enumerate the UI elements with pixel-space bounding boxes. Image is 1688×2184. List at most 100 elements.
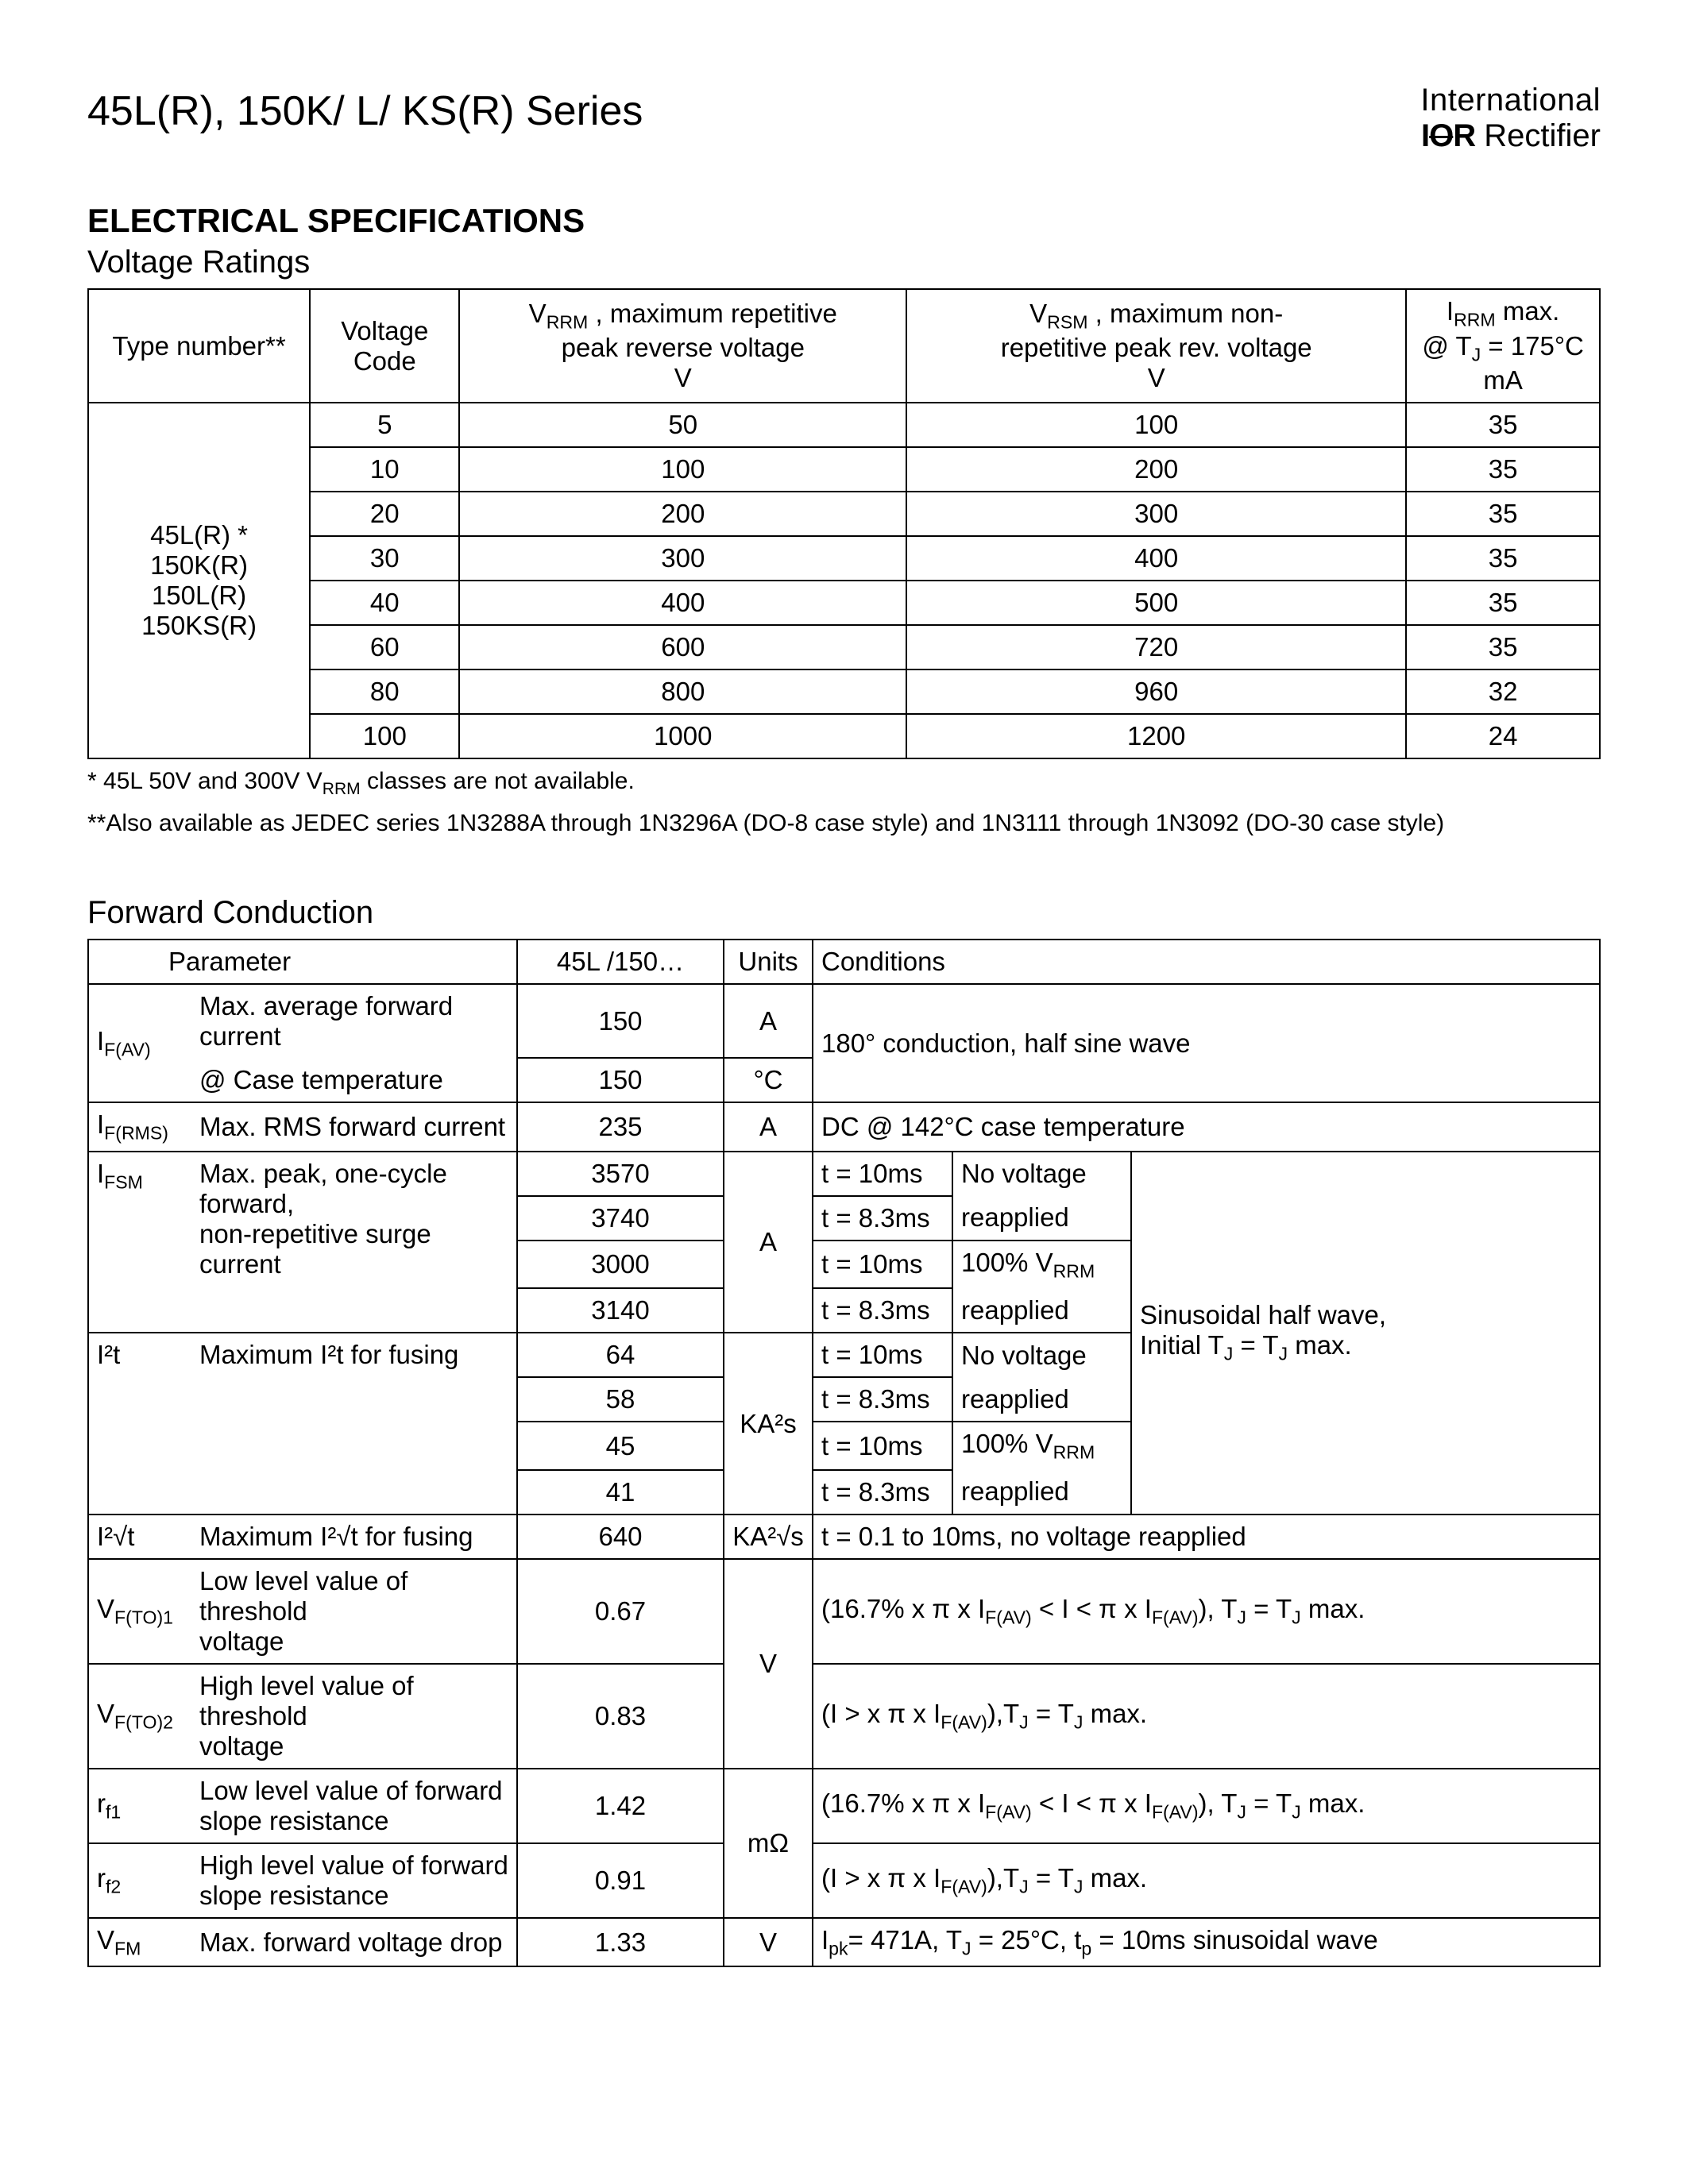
cond: t = 10ms (813, 1333, 952, 1377)
sym-vfto1: VF(TO)1 (88, 1559, 191, 1664)
cell: 1.33 (517, 1918, 724, 1967)
sym-ifav: IF(AV) (88, 984, 191, 1102)
cond-side: Sinusoidal half wave, Initial TJ = TJ ma… (1131, 1152, 1600, 1515)
cell: 64 (517, 1333, 724, 1377)
cell: 58 (517, 1377, 724, 1422)
table-row: 80 800 960 32 (88, 669, 1600, 714)
cell: mΩ (724, 1769, 813, 1918)
cell: 960 (906, 669, 1406, 714)
sym-vfto2: VF(TO)2 (88, 1664, 191, 1769)
cond: reapplied (952, 1196, 1131, 1241)
par: @ Case temperature (191, 1058, 517, 1102)
col-type: Type number** (88, 289, 310, 403)
cell: 35 (1406, 403, 1600, 447)
cell: V (724, 1559, 813, 1769)
table-row: 100 1000 1200 24 (88, 714, 1600, 758)
cell: 800 (459, 669, 906, 714)
cell: A (724, 984, 813, 1058)
table-row: IFSM Max. peak, one-cycle forward,non-re… (88, 1152, 1600, 1196)
cond: Ipk= 471A, TJ = 25°C, tp = 10ms sinusoid… (813, 1918, 1600, 1967)
cell: 200 (906, 447, 1406, 492)
cond: (16.7% x π x IF(AV) < I < π x IF(AV)), T… (813, 1769, 1600, 1843)
cell: 45 (517, 1422, 724, 1470)
cell: 35 (1406, 492, 1600, 536)
subsection-voltage-ratings: Voltage Ratings (87, 245, 1601, 280)
table-header-row: Type number** Voltage Code VRRM , maximu… (88, 289, 1600, 403)
cond: t = 8.3ms (813, 1470, 952, 1515)
type-number-cell: 45L(R) * 150K(R) 150L(R) 150KS(R) (88, 403, 310, 758)
sym-i2rt: I²√t (88, 1515, 191, 1559)
sym-i2t: I²t (88, 1333, 191, 1515)
cell: 5 (310, 403, 459, 447)
cond: 100% VRRM (952, 1422, 1131, 1470)
cell: 100 (906, 403, 1406, 447)
brand-top: International (1420, 83, 1601, 118)
cell: 0.83 (517, 1664, 724, 1769)
cond: 180° conduction, half sine wave (813, 984, 1600, 1102)
cell: 1.42 (517, 1769, 724, 1843)
table-row: VF(TO)2 High level value of thresholdvol… (88, 1664, 1600, 1769)
brand-block: International IOR Rectifier (1420, 83, 1601, 154)
table-header-row: Parameter 45L /150… Units Conditions (88, 940, 1600, 984)
cell: 35 (1406, 447, 1600, 492)
table-row: rf1 Low level value of forwardslope resi… (88, 1769, 1600, 1843)
cond: reapplied (952, 1377, 1131, 1422)
table-row: rf2 High level value of forwardslope res… (88, 1843, 1600, 1918)
cell: KA²s (724, 1333, 813, 1515)
cell: 10 (310, 447, 459, 492)
page-header: 45L(R), 150K/ L/ KS(R) Series Internatio… (87, 87, 1601, 154)
cond: (I > x π x IF(AV)),TJ = TJ max. (813, 1664, 1600, 1769)
table-row: 45L(R) * 150K(R) 150L(R) 150KS(R) 5 50 1… (88, 403, 1600, 447)
cell: 60 (310, 625, 459, 669)
voltage-ratings-table: Type number** Voltage Code VRRM , maximu… (87, 288, 1601, 759)
cond: t = 0.1 to 10ms, no voltage reapplied (813, 1515, 1600, 1559)
cell: 400 (906, 536, 1406, 581)
par: Maximum I²t for fusing (191, 1333, 517, 1515)
brand-rest: Rectifier (1484, 118, 1601, 153)
cond: No voltage (952, 1152, 1131, 1196)
par: High level value of thresholdvoltage (191, 1664, 517, 1769)
cell: KA²√s (724, 1515, 813, 1559)
cond: 100% VRRM (952, 1241, 1131, 1289)
cond: No voltage (952, 1333, 1131, 1377)
col-code: Voltage Code (310, 289, 459, 403)
sym-vfm: VFM (88, 1918, 191, 1967)
col-value: 45L /150… (517, 940, 724, 984)
cell: 35 (1406, 625, 1600, 669)
sym-rf1: rf1 (88, 1769, 191, 1843)
cond: t = 8.3ms (813, 1377, 952, 1422)
series-title: 45L(R), 150K/ L/ KS(R) Series (87, 87, 643, 135)
sym-ifrms: IF(RMS) (88, 1102, 191, 1152)
cell: 1200 (906, 714, 1406, 758)
cell: 40 (310, 581, 459, 625)
cell: 720 (906, 625, 1406, 669)
cell: 150 (517, 1058, 724, 1102)
cond: t = 8.3ms (813, 1196, 952, 1241)
cell: 0.67 (517, 1559, 724, 1664)
cell: 50 (459, 403, 906, 447)
cond: (I > x π x IF(AV)),TJ = TJ max. (813, 1843, 1600, 1918)
cell: 300 (459, 536, 906, 581)
par: Low level value of forwardslope resistan… (191, 1769, 517, 1843)
sym-ifsm: IFSM (88, 1152, 191, 1333)
col-units: Units (724, 940, 813, 984)
table-row: IF(AV) Max. average forward current 150 … (88, 984, 1600, 1058)
cell: V (724, 1918, 813, 1967)
col-vrrm: VRRM , maximum repetitive peak reverse v… (459, 289, 906, 403)
cell: 150 (517, 984, 724, 1058)
cell: 100 (310, 714, 459, 758)
table-row: IF(RMS) Max. RMS forward current 235 A D… (88, 1102, 1600, 1152)
table-row: I²√t Maximum I²√t for fusing 640 KA²√s t… (88, 1515, 1600, 1559)
cell: 20 (310, 492, 459, 536)
cell: °C (724, 1058, 813, 1102)
cell: 3000 (517, 1241, 724, 1289)
par: Maximum I²√t for fusing (191, 1515, 517, 1559)
sym-rf2: rf2 (88, 1843, 191, 1918)
cond: t = 8.3ms (813, 1288, 952, 1333)
cell: 400 (459, 581, 906, 625)
subsection-forward-conduction: Forward Conduction (87, 895, 1601, 931)
cell: 35 (1406, 581, 1600, 625)
cell: 24 (1406, 714, 1600, 758)
cell: 100 (459, 447, 906, 492)
table-row: 40 400 500 35 (88, 581, 1600, 625)
